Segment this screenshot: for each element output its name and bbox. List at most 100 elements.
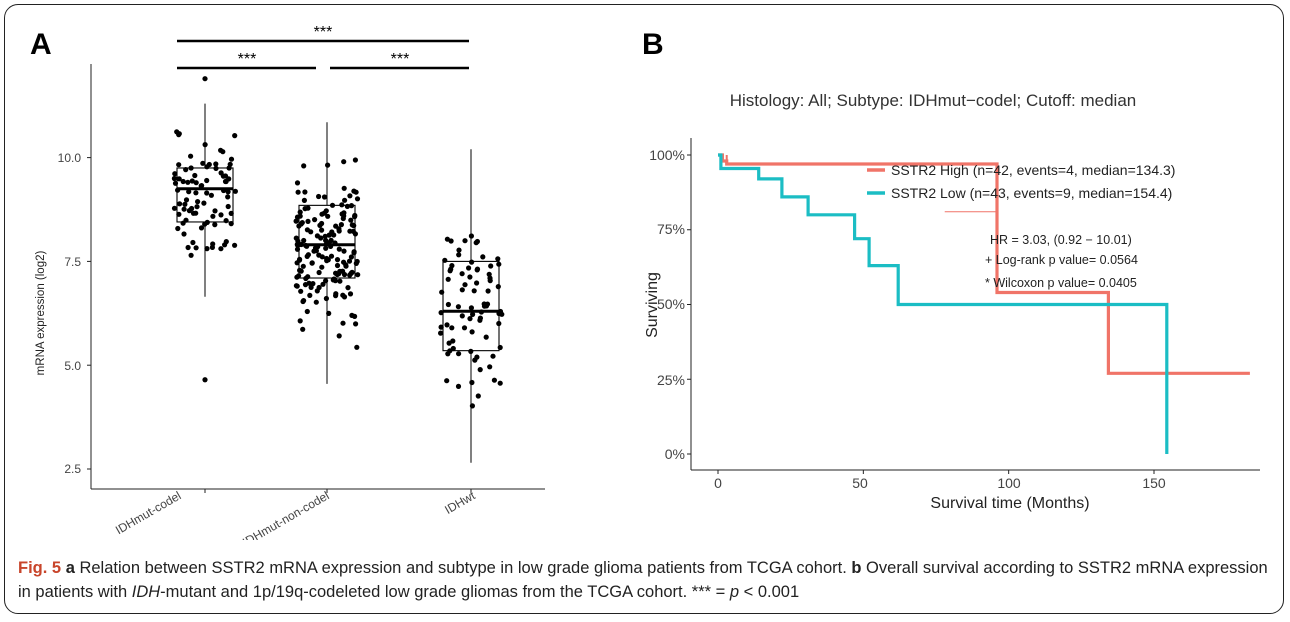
significance-label: *** <box>238 51 257 68</box>
data-point <box>343 263 349 269</box>
y-tick-label: 100% <box>649 147 685 163</box>
data-point <box>176 211 182 217</box>
data-point <box>469 329 475 335</box>
data-point <box>312 217 318 223</box>
data-point <box>305 252 311 258</box>
data-point <box>345 285 351 291</box>
data-point <box>474 280 480 286</box>
logrank-text: + Log-rank p value= 0.0564 <box>985 253 1138 267</box>
data-point <box>495 256 501 262</box>
data-point <box>185 244 191 251</box>
caption-b-text2: -mutant and 1p/19q-codeleted low grade g… <box>160 583 730 601</box>
data-point <box>171 175 177 182</box>
data-point <box>354 196 361 202</box>
data-point <box>490 353 496 359</box>
data-point <box>204 246 210 252</box>
data-point <box>444 378 450 384</box>
y-tick-label: 25% <box>657 372 685 388</box>
data-point <box>325 162 331 168</box>
panel-b-letter: B <box>642 28 664 61</box>
data-point <box>293 283 299 289</box>
data-point <box>467 316 473 322</box>
data-point <box>474 238 480 245</box>
data-point <box>226 176 232 182</box>
data-point <box>316 193 322 200</box>
x-tick-label: IDHmut-codel <box>113 488 184 537</box>
data-point <box>438 330 444 336</box>
data-point <box>210 213 216 219</box>
data-point <box>209 244 215 250</box>
data-point <box>497 380 503 386</box>
data-point <box>188 153 194 159</box>
data-point <box>204 190 210 196</box>
data-point <box>334 271 340 278</box>
data-point <box>459 287 465 293</box>
data-point <box>469 379 475 386</box>
data-point <box>449 325 455 331</box>
stats-annotation: HR = 3.03, (0.92 − 10.01) + Log-rank p v… <box>985 233 1138 290</box>
data-point <box>456 252 462 258</box>
data-point <box>488 263 494 269</box>
data-point <box>444 322 450 328</box>
x-tick-label: IDHwt <box>442 488 478 517</box>
data-point <box>300 263 306 269</box>
data-point <box>200 160 206 166</box>
caption-a-letter: a <box>65 559 75 577</box>
data-point <box>348 270 354 276</box>
x-tick-label: 100 <box>997 475 1021 491</box>
data-point <box>227 161 233 167</box>
chart-title: Histology: All; Subtype: IDHmut−codel; C… <box>730 91 1136 110</box>
data-point <box>308 229 314 235</box>
caption-fig-label: Fig. 5 <box>18 559 62 577</box>
data-point <box>485 288 491 294</box>
data-point <box>355 272 361 278</box>
panel-a-letter: A <box>30 28 52 61</box>
data-point <box>293 218 299 224</box>
y-tick-label: 50% <box>657 296 685 312</box>
data-point <box>354 258 360 265</box>
data-point <box>322 233 328 239</box>
data-point <box>353 321 359 327</box>
data-point <box>297 318 303 324</box>
y-axis-label: mRNA expression (log2) <box>35 251 47 376</box>
data-point <box>182 201 188 207</box>
data-point <box>194 204 200 210</box>
data-point <box>323 295 329 302</box>
data-point <box>487 278 493 284</box>
figure-frame <box>4 4 1284 614</box>
data-point <box>477 367 483 373</box>
x-tick-label: 50 <box>852 475 868 491</box>
data-point <box>338 222 344 228</box>
data-point <box>347 291 354 297</box>
data-point <box>193 245 199 251</box>
data-point <box>334 262 341 269</box>
data-point <box>446 340 452 346</box>
box <box>298 204 356 279</box>
data-point <box>198 225 205 231</box>
hr-text: HR = 3.03, (0.92 − 10.01) <box>990 233 1132 247</box>
data-point <box>448 238 454 244</box>
data-point <box>305 205 311 211</box>
data-point <box>228 156 235 162</box>
data-point <box>349 222 355 228</box>
data-point <box>204 177 210 184</box>
data-point <box>348 254 354 260</box>
data-point <box>341 259 347 265</box>
data-point <box>180 178 186 185</box>
data-point <box>313 299 319 305</box>
data-point <box>481 303 488 309</box>
data-point <box>468 305 474 311</box>
data-point <box>328 253 335 259</box>
data-point <box>354 344 360 350</box>
x-tick-label: 150 <box>1142 475 1166 491</box>
data-point <box>185 179 191 185</box>
data-point <box>177 201 183 207</box>
figure-caption: Fig. 5 a Relation between SSTR2 mRNA exp… <box>18 556 1273 604</box>
caption-p: p <box>729 583 740 601</box>
data-point <box>445 301 451 308</box>
data-point <box>186 208 192 214</box>
box <box>442 260 500 352</box>
data-point <box>189 178 195 184</box>
data-point <box>341 213 347 219</box>
data-point <box>319 264 325 270</box>
